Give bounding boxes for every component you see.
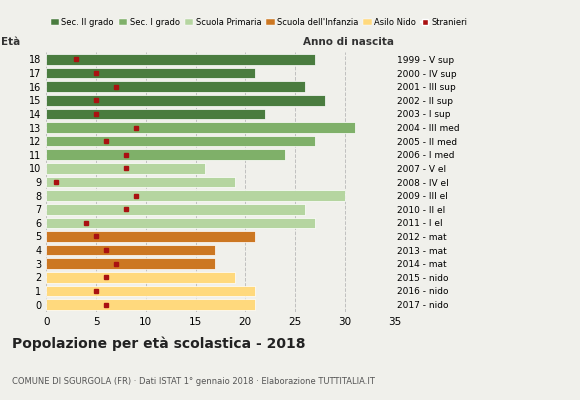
- Bar: [46, 122, 354, 133]
- Bar: [46, 150, 285, 160]
- Bar: [46, 218, 315, 228]
- Bar: [46, 177, 235, 187]
- Text: Popolazione per età scolastica - 2018: Popolazione per età scolastica - 2018: [12, 336, 305, 351]
- Bar: [46, 258, 215, 269]
- Text: COMUNE DI SGURGOLA (FR) · Dati ISTAT 1° gennaio 2018 · Elaborazione TUTTITALIA.I: COMUNE DI SGURGOLA (FR) · Dati ISTAT 1° …: [12, 377, 375, 386]
- Bar: [46, 109, 265, 119]
- Bar: [46, 245, 215, 255]
- Bar: [46, 190, 345, 201]
- Bar: [46, 299, 255, 310]
- Bar: [46, 163, 205, 174]
- Text: Anno di nascita: Anno di nascita: [303, 37, 394, 47]
- Bar: [46, 272, 235, 282]
- Legend: Sec. II grado, Sec. I grado, Scuola Primaria, Scuola dell'Infanzia, Asilo Nido, : Sec. II grado, Sec. I grado, Scuola Prim…: [50, 18, 468, 27]
- Bar: [46, 286, 255, 296]
- Bar: [46, 82, 305, 92]
- Bar: [46, 95, 325, 106]
- Text: Età: Età: [1, 37, 20, 47]
- Bar: [46, 54, 315, 65]
- Bar: [46, 136, 315, 146]
- Bar: [46, 231, 255, 242]
- Bar: [46, 68, 255, 78]
- Bar: [46, 204, 305, 214]
